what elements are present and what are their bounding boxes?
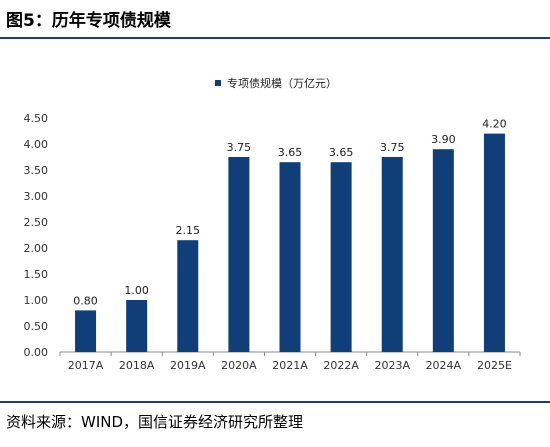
x-tick-label: 2023A	[374, 359, 410, 372]
y-tick-label: 2.00	[24, 242, 49, 255]
y-tick-label: 2.50	[24, 216, 49, 229]
data-label: 1.00	[124, 284, 149, 297]
y-tick-label: 1.00	[24, 294, 49, 307]
source-rule	[0, 401, 550, 403]
bar-2017A	[75, 310, 97, 352]
bar-2023A	[381, 157, 403, 352]
legend: 专项债规模（万亿元）	[215, 76, 337, 90]
data-label: 3.75	[380, 141, 405, 154]
y-tick-label: 3.50	[24, 164, 49, 177]
bar-2020A	[228, 157, 250, 352]
bar-2025E	[483, 133, 505, 352]
data-label: 4.20	[482, 118, 507, 131]
source-note: 资料来源：WIND，国信证券经济研究所整理	[6, 413, 304, 431]
x-tick-label: 2024A	[426, 359, 462, 372]
figure-title: 图5：历年专项债规模	[6, 11, 171, 31]
x-tick-label: 2021A	[272, 359, 308, 372]
x-tick-label: 2018A	[119, 359, 155, 372]
bar-2019A	[177, 240, 199, 352]
y-tick-label: 4.50	[24, 112, 49, 125]
y-axis: 0.00 0.50 1.00 1.50 2.00 2.50 3.00 3.50 4.00 4.50	[24, 112, 49, 359]
bar-2024A	[432, 149, 454, 352]
data-labels: 0.80 1.00 2.15 3.75 3.65 3.65 3.75 3.90 4.20	[73, 118, 506, 308]
data-label: 2.15	[176, 224, 201, 237]
bar-2018A	[126, 300, 148, 352]
y-tick-label: 0.00	[24, 346, 49, 359]
x-tick-label: 2022A	[323, 359, 359, 372]
y-tick-label: 3.00	[24, 190, 49, 203]
data-label: 3.75	[227, 141, 252, 154]
data-label: 3.65	[329, 146, 354, 159]
data-label: 3.65	[278, 146, 303, 159]
x-tick-label: 2019A	[170, 359, 206, 372]
bar-chart: 专项债规模（万亿元） 0.00 0.50 1.00 1.50 2.00 2.50 3.00 3…	[24, 76, 521, 372]
legend-label: 专项债规模（万亿元）	[227, 76, 337, 90]
data-label: 0.80	[73, 294, 98, 307]
y-tick-label: 4.00	[24, 138, 49, 151]
legend-swatch	[215, 80, 221, 86]
x-tick-label: 2020A	[221, 359, 257, 372]
data-label: 3.90	[431, 133, 456, 146]
bar-2021A	[279, 162, 301, 352]
bars	[75, 133, 505, 352]
y-tick-label: 0.50	[24, 320, 49, 333]
y-tick-label: 1.50	[24, 268, 49, 281]
x-tick-label: 2025E	[477, 359, 512, 372]
bar-2022A	[330, 162, 352, 352]
title-rule	[0, 37, 550, 39]
x-tick-label: 2017A	[68, 359, 104, 372]
x-axis: 2017A 2018A 2019A 2020A 2021A 2022A 2023A 2024A…	[59, 351, 521, 372]
